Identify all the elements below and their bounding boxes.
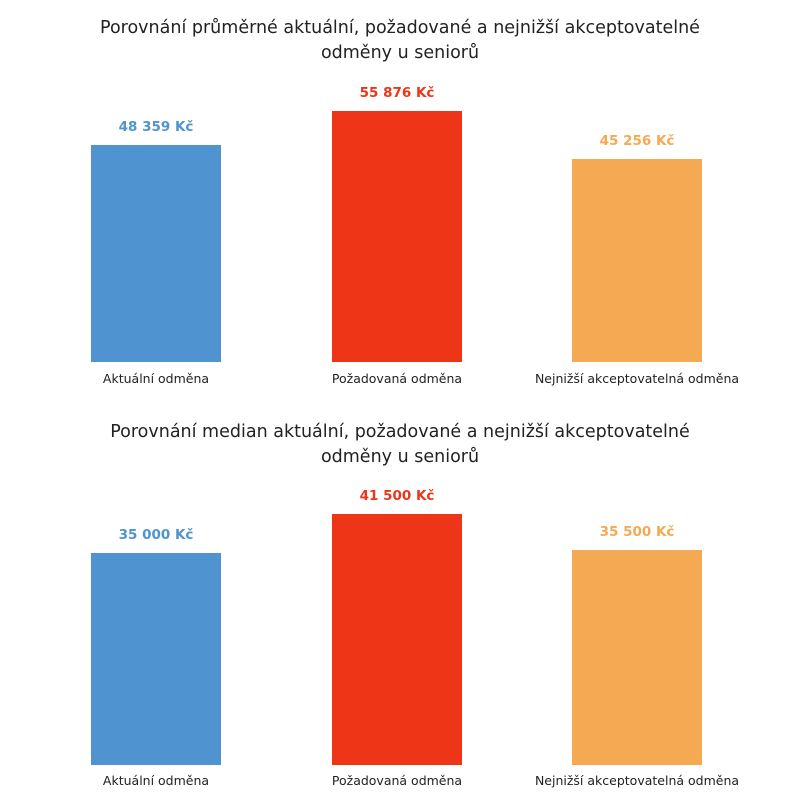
x-tick-label-nejnizsi: Nejnižší akceptovatelná odměna [534,773,740,788]
data-label-nejnizsi: 35 500 Kč [599,524,675,540]
chart-title: Porovnání průměrné aktuální, požadované … [0,16,800,66]
data-label-aktualni: 48 359 Kč [118,119,194,135]
data-label-pozadovana: 41 500 Kč [359,488,435,504]
data-label-nejnizsi: 45 256 Kč [599,133,675,149]
bar-pozadovana [332,514,462,765]
x-tick-label-pozadovana: Požadovaná odměna [331,371,463,386]
bar-aktualni [91,145,221,362]
chart-title-line-1: Porovnání průměrné aktuální, požadované … [100,18,700,38]
data-label-aktualni: 35 000 Kč [118,527,194,543]
bar-aktualni [91,553,221,765]
chart-title-line-2: odměny u seniorů [320,43,480,63]
x-tick-label-nejnizsi: Nejnižší akceptovatelná odměna [534,371,740,386]
bar-nejnizsi [572,159,702,362]
x-tick-label-pozadovana: Požadovaná odměna [331,773,463,788]
chart-title-line-1: Porovnání median aktuální, požadované a … [110,422,690,442]
x-tick-label-aktualni: Aktuální odměna [102,371,210,386]
chart-title-line-2: odměny u seniorů [320,447,480,467]
data-label-pozadovana: 55 876 Kč [359,85,435,101]
bar-nejnizsi [572,550,702,765]
bar-pozadovana [332,111,462,362]
chart-title: Porovnání median aktuální, požadované a … [0,420,800,470]
x-tick-label-aktualni: Aktuální odměna [102,773,210,788]
